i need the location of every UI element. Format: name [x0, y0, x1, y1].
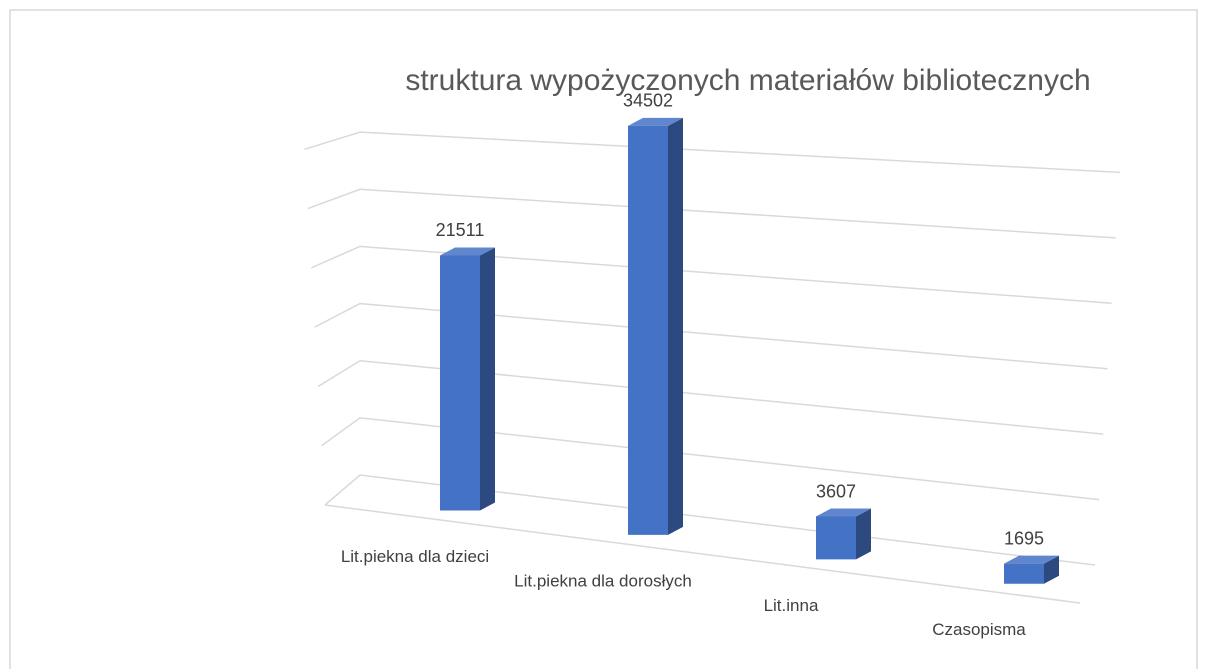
bar-side	[1044, 555, 1059, 584]
floor-edge	[324, 504, 1081, 604]
x-tick-label: Czasopisma	[932, 620, 1026, 639]
chart-frame	[9, 9, 1198, 669]
grid-line	[307, 188, 1116, 239]
x-tick-label: Lit.inna	[764, 596, 819, 615]
bar	[628, 117, 683, 535]
bar-front	[816, 516, 856, 560]
bar-top	[1004, 555, 1059, 564]
bar-side	[668, 117, 683, 535]
bar-top	[440, 247, 495, 256]
data-label: 34502	[623, 91, 673, 111]
bar-top	[816, 508, 871, 517]
data-label: 1695	[1004, 528, 1044, 548]
chart-title: struktura wypożyczonych materiałów bibli…	[405, 64, 1090, 97]
bar-front	[628, 125, 668, 535]
bar	[440, 247, 495, 511]
grid-line	[310, 245, 1112, 305]
bar-top	[628, 117, 683, 126]
bar	[1004, 555, 1059, 584]
x-tick-label: Lit.piekna dla dorosłych	[514, 571, 692, 590]
grid-line	[314, 302, 1108, 370]
bar-front	[440, 255, 480, 511]
grid-line	[321, 417, 1100, 501]
grid-line	[317, 359, 1104, 435]
data-label: 21511	[436, 220, 485, 240]
bar	[816, 508, 871, 560]
grid-line	[304, 131, 1120, 174]
x-tick-label: Lit.piekna dla dzieci	[341, 547, 489, 566]
bar-side	[856, 508, 871, 560]
bar-front	[1004, 563, 1044, 584]
data-label: 3607	[816, 481, 856, 501]
bar-side	[480, 247, 495, 511]
